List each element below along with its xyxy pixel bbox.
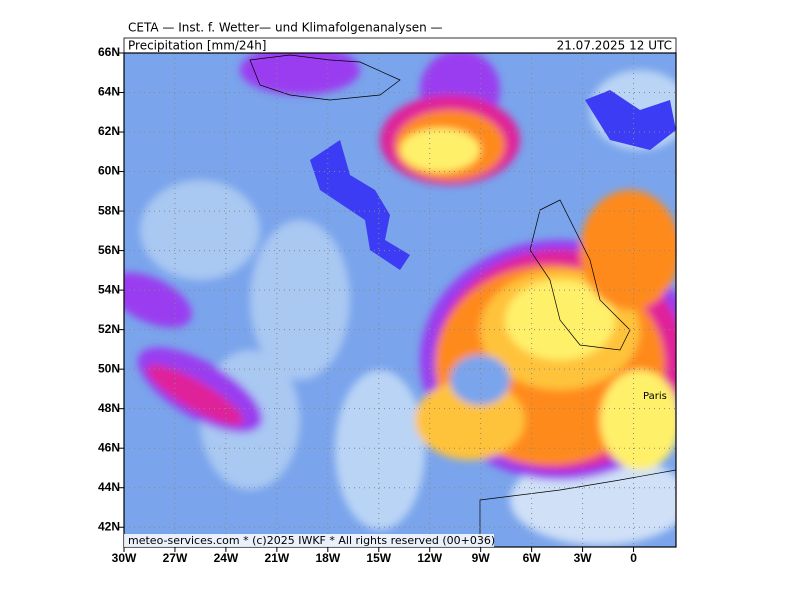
x-tick-label: 6W: [523, 551, 542, 565]
y-tick-label: 56N: [98, 243, 120, 257]
y-tick-label: 66N: [98, 45, 120, 59]
parameter-title: Precipitation [mm/24h]: [128, 39, 266, 53]
place-label: Paris: [643, 391, 667, 402]
valid-time: 21.07.2025 12 UTC: [557, 39, 672, 53]
y-tick-label: 58N: [98, 203, 120, 217]
x-tick-label: 3W: [574, 551, 593, 565]
y-tick-label: 46N: [98, 440, 120, 454]
x-tick-label: 18W: [315, 551, 340, 565]
y-tick-label: 50N: [98, 361, 120, 375]
dry-area: [310, 140, 410, 270]
y-tick-label: 64N: [98, 85, 120, 99]
y-tick-label: 44N: [98, 480, 120, 494]
y-tick-label: 54N: [98, 282, 120, 296]
y-tick-label: 42N: [98, 519, 120, 533]
dry-area: [585, 90, 676, 150]
x-tick-label: 30W: [112, 551, 137, 565]
x-tick-label: 24W: [214, 551, 239, 565]
y-tick-label: 48N: [98, 401, 120, 415]
copyright: meteo-services.com * (c)2025 IWKF * All …: [128, 534, 495, 547]
x-tick-label: 21W: [265, 551, 290, 565]
x-tick-label: 9W: [472, 551, 491, 565]
institute-title: CETA — Inst. f. Wetter— und Klimafolgena…: [128, 21, 443, 35]
coastline: [529, 199, 631, 351]
precipitation-field: Paris: [124, 53, 676, 547]
coastline: [249, 54, 401, 101]
x-tick-label: 0: [630, 551, 637, 565]
coastline: [479, 469, 676, 547]
y-tick-label: 60N: [98, 164, 120, 178]
x-tick-label: 15W: [366, 551, 391, 565]
footer-box: [124, 534, 494, 547]
x-tick-label: 12W: [417, 551, 442, 565]
y-tick-label: 62N: [98, 124, 120, 138]
y-tick-label: 52N: [98, 322, 120, 336]
x-tick-label: 27W: [163, 551, 188, 565]
